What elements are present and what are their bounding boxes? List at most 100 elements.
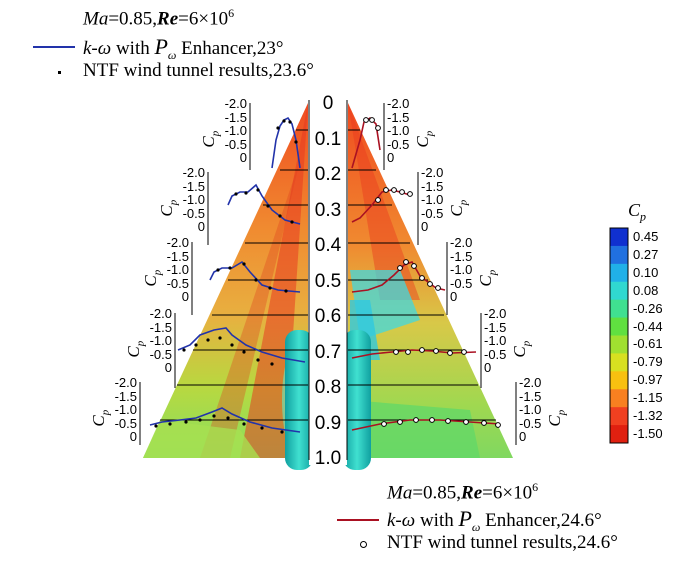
cp-tick-label: -0.5: [484, 346, 507, 362]
legend-bottom-circle-sample: [360, 541, 367, 548]
cp-tick-label: -1.0: [421, 192, 444, 207]
cp-axis-label: Cp: [199, 130, 222, 148]
colorbar-level-label: -0.97: [633, 372, 663, 388]
right-experiment-points: [363, 117, 501, 428]
cp-tick-label: 0: [129, 429, 137, 444]
left-cp-axes: [139, 103, 251, 445]
cp-tick-label: -2.0: [519, 375, 542, 390]
cp-tick-label: -1.5: [387, 109, 410, 125]
cp-tick-label: -1.0: [224, 123, 247, 138]
colorbar-level-label: -1.15: [633, 390, 663, 406]
colorbar-level-label: 0.45: [633, 228, 659, 244]
colorbar-swatch: [610, 353, 628, 372]
cp-tick-label: -2.0: [421, 165, 444, 180]
legend-top-dot-label: NTF wind tunnel results,23.6°: [83, 60, 314, 81]
cp-tick-label: -2.0: [149, 306, 172, 321]
station-label: 0: [322, 93, 334, 114]
station-label: 0.1: [314, 128, 342, 150]
cp-tick-label: 0: [197, 219, 205, 234]
cp-tick-label: 0: [450, 289, 458, 304]
cp-tick-label: 0: [164, 360, 172, 375]
colorbar-swatch: [610, 389, 628, 408]
cp-tick-label: -1.0: [182, 192, 205, 207]
colorbar-swatch: [610, 263, 628, 283]
cp-axis-label: Cp: [545, 409, 568, 427]
colorbar-level-label: 0.08: [633, 282, 659, 298]
right-cp-axes: [383, 103, 517, 445]
cp-tick-label: 0: [421, 219, 429, 234]
cp-tick-label: -0.5: [421, 205, 444, 221]
colorbar-swatch: [610, 335, 628, 354]
legend-top-condition: Ma=0.85,Re=6×106: [83, 6, 235, 30]
cp-axis-label: Cp: [157, 199, 180, 217]
left-wing-surface: [143, 103, 318, 470]
cp-tick-label: 0: [484, 360, 492, 375]
cp-tick-label: -2.0: [484, 306, 507, 321]
cp-tick-label: -1.0: [114, 402, 137, 417]
colorbar-swatch: [610, 425, 628, 444]
legend-top-line-label: k-ω with Pω Enhancer,23°: [83, 34, 284, 62]
station-label: 0.5: [314, 270, 342, 292]
cp-tick-label: 0: [519, 429, 527, 444]
cp-tick-label: -1.5: [224, 109, 247, 125]
cp-tick-label: 0: [239, 150, 247, 165]
cp-tick-label: -1.5: [484, 319, 507, 335]
cp-axis-label: Cp: [447, 199, 470, 217]
colorbar-swatch: [610, 407, 628, 426]
colorbar-level-label: -0.79: [633, 354, 663, 370]
station-label: 0.9: [314, 412, 342, 434]
cp-tick-label: -1.5: [182, 178, 205, 194]
cp-tick-label: -1.0: [166, 262, 189, 277]
cp-tick-label: -1.5: [519, 388, 542, 404]
cp-tick-label: -1.0: [519, 402, 542, 417]
colorbar-swatch: [610, 317, 628, 336]
station-label: 1.0: [314, 448, 342, 469]
station-label: 0.8: [314, 377, 342, 398]
colorbar-level-label: 0.10: [633, 264, 659, 280]
station-label: 0.3: [314, 199, 342, 221]
station-label: 0.7: [314, 341, 342, 363]
cp-tick-label: -0.5: [182, 205, 205, 221]
station-label: 0.4: [314, 235, 342, 256]
cp-axis-label: Cp: [89, 409, 112, 427]
colorbar-swatch: [610, 281, 628, 301]
cp-tick-label: -2.0: [387, 96, 410, 111]
cp-tick-label: -2.0: [224, 96, 247, 111]
cp-tick-label: -0.5: [166, 275, 189, 291]
colorbar-swatch: [610, 299, 628, 319]
legend-top-dot-sample: [58, 71, 61, 74]
cp-tick-label: 0: [387, 150, 395, 165]
colorbar: [609, 227, 629, 444]
cp-axis-label: Cp: [510, 340, 533, 358]
colorbar-swatch: [610, 228, 628, 247]
colorbar-swatch: [610, 245, 628, 265]
cp-tick-label: -0.5: [519, 415, 542, 431]
colorbar-level-label: -0.61: [633, 336, 663, 352]
cp-tick-label: -1.0: [387, 123, 410, 138]
cp-axis-label: Cp: [124, 340, 147, 358]
cp-tick-label: -1.5: [149, 319, 172, 335]
colorbar-level-label: -0.44: [633, 318, 663, 334]
cp-tick-label: 0: [181, 289, 189, 304]
cp-tick-label: -1.5: [421, 178, 444, 194]
colorbar-level-label: -1.32: [633, 408, 663, 424]
cp-tick-label: -2.0: [166, 235, 189, 250]
legend-bottom-dot-label: NTF wind tunnel results,24.6°: [387, 532, 618, 553]
cp-tick-label: -2.0: [182, 165, 205, 180]
legend-top-line-sample: [33, 46, 75, 48]
cp-axis-label: Cp: [413, 130, 436, 148]
cp-tick-label: -2.0: [450, 235, 473, 250]
legend-bottom-condition: Ma=0.85,Re=6×106: [387, 480, 539, 504]
cp-tick-label: -0.5: [224, 136, 247, 152]
cp-tick-label: -0.5: [450, 275, 473, 291]
station-label: 0.6: [314, 306, 342, 327]
legend-bottom-line-sample: [337, 519, 379, 521]
cp-tick-label: -0.5: [114, 415, 137, 431]
cp-tick-label: -1.5: [166, 248, 189, 264]
cp-tick-label: -0.5: [149, 346, 172, 362]
colorbar-level-label: -1.50: [633, 426, 663, 442]
cp-tick-label: -1.5: [450, 248, 473, 264]
legend-bottom-line-label: k-ω with Pω Enhancer,24.6°: [387, 506, 602, 534]
colorbar-title: Cp: [628, 200, 647, 224]
